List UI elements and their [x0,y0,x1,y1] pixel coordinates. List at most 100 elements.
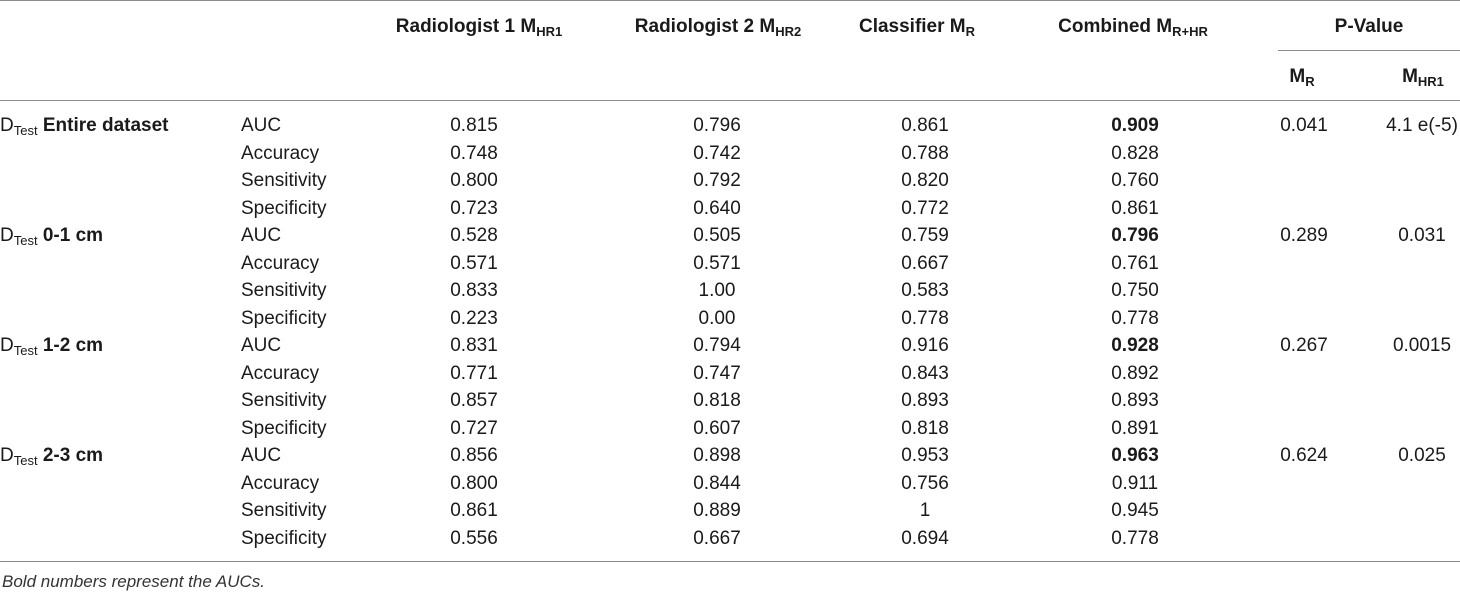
group-label: DTest 1-2 cm [0,335,104,358]
cell-classifier: 0.843 [901,362,949,384]
cell-rad1: 0.800 [450,170,498,191]
cell-classifier: 0.916 [901,335,949,356]
bottom-rule [0,561,1460,562]
group-label: DTest 2-3 cm [0,445,104,468]
cell-rad2: 0.792 [693,170,741,191]
cell-classifier: 0.756 [901,472,949,494]
cell-rad2: 0.889 [693,500,741,521]
group-label: DTest 0-1 cm [0,225,104,248]
cell-combined: 0.796 [1111,225,1159,246]
cell-p-mr: 0.624 [1280,445,1328,466]
cell-rad2: 0.640 [693,197,741,219]
cell-rad2: 0.742 [693,142,741,164]
cell-rad1: 0.861 [450,500,498,521]
cell-combined: 0.928 [1111,335,1159,356]
cell-rad1: 0.831 [450,335,498,356]
cell-rad1: 0.723 [450,197,498,219]
metric-label: AUC [241,115,282,136]
metric-label: Sensitivity [241,170,327,191]
cell-combined: 0.750 [1111,280,1159,301]
cell-rad1: 0.571 [450,252,498,274]
group-label: DTest Entire dataset [0,115,169,138]
cell-rad2: 0.796 [693,115,741,136]
cell-p-mhr1: 0.0015 [1392,335,1452,356]
cell-rad1: 0.528 [450,225,498,246]
cell-rad1: 0.800 [450,472,498,494]
cell-rad1: 0.857 [450,390,498,411]
metric-label: Specificity [241,307,327,329]
metric-label: Sensitivity [241,500,327,521]
cell-classifier: 0.694 [901,527,949,549]
header-classifier: Classifier MR [858,16,976,39]
cell-combined: 0.892 [1111,362,1159,384]
metric-label: Accuracy [241,252,320,274]
cell-combined: 0.778 [1111,527,1159,549]
cell-rad2: 0.571 [693,252,741,274]
cell-combined: 0.945 [1111,500,1159,521]
metric-label: AUC [241,335,282,356]
top-rule [0,0,1460,1]
pvalue-rule [1278,50,1460,51]
metric-label: Accuracy [241,472,320,494]
cell-combined: 0.828 [1111,142,1159,164]
cell-classifier: 0.893 [901,390,949,411]
cell-classifier: 0.953 [901,445,949,466]
cell-rad2: 0.607 [693,417,741,439]
cell-classifier: 0.583 [901,280,949,301]
cell-p-mr: 0.041 [1280,115,1328,136]
cell-classifier: 0.772 [901,197,949,219]
cell-rad1: 0.223 [450,307,498,329]
cell-rad1: 0.771 [450,362,498,384]
metric-label: Sensitivity [241,280,327,301]
metric-label: Specificity [241,197,327,219]
header-p-mhr1: MHR1 [1402,66,1444,89]
cell-classifier: 0.818 [901,417,949,439]
cell-combined: 0.963 [1111,445,1159,466]
cell-classifier: 0.820 [901,170,949,191]
cell-rad1: 0.727 [450,417,498,439]
header-radiologist-1: Radiologist 1 MHR1 [395,16,563,39]
cell-rad2: 0.818 [693,390,741,411]
cell-p-mhr1: 4.1 e(-5) [1386,115,1458,136]
cell-classifier: 0.788 [901,142,949,164]
cell-combined: 0.909 [1111,115,1159,136]
header-p-mr: MR [1289,66,1315,89]
metric-label: Accuracy [241,362,320,384]
header-p-value: P-Value [1334,16,1404,37]
cell-rad2: 0.844 [693,472,741,494]
cell-rad1: 0.815 [450,115,498,136]
cell-rad1: 0.556 [450,527,498,549]
cell-classifier: 0.778 [901,307,949,329]
cell-classifier: 1 [919,500,931,521]
cell-combined: 0.760 [1111,170,1159,191]
metric-label: Sensitivity [241,390,327,411]
metric-label: AUC [241,225,282,246]
cell-rad1: 0.833 [450,280,498,301]
cell-combined: 0.778 [1111,307,1159,329]
metric-label: Specificity [241,527,327,549]
cell-combined: 0.893 [1111,390,1159,411]
cell-rad2: 0.505 [693,225,741,246]
cell-classifier: 0.861 [901,115,949,136]
cell-rad2: 0.898 [693,445,741,466]
cell-combined: 0.891 [1111,417,1159,439]
footnote: Bold numbers represent the AUCs. [2,572,265,591]
cell-combined: 0.861 [1111,197,1159,219]
cell-p-mhr1: 0.025 [1398,445,1446,466]
cell-rad2: 0.00 [698,307,736,329]
header-rule [0,100,1460,101]
cell-p-mhr1: 0.031 [1398,225,1446,246]
cell-rad2: 1.00 [698,280,736,301]
cell-rad1: 0.856 [450,445,498,466]
cell-classifier: 0.667 [901,252,949,274]
cell-rad2: 0.667 [693,527,741,549]
header-radiologist-2: Radiologist 2 MHR2 [634,16,802,39]
metric-label: Specificity [241,417,327,439]
cell-combined: 0.761 [1111,252,1159,274]
cell-combined: 0.911 [1111,472,1159,494]
header-combined: Combined MR+HR [1058,16,1208,39]
cell-rad2: 0.794 [693,335,741,356]
cell-rad1: 0.748 [450,142,498,164]
metric-label: AUC [241,445,282,466]
cell-p-mr: 0.267 [1280,335,1328,356]
